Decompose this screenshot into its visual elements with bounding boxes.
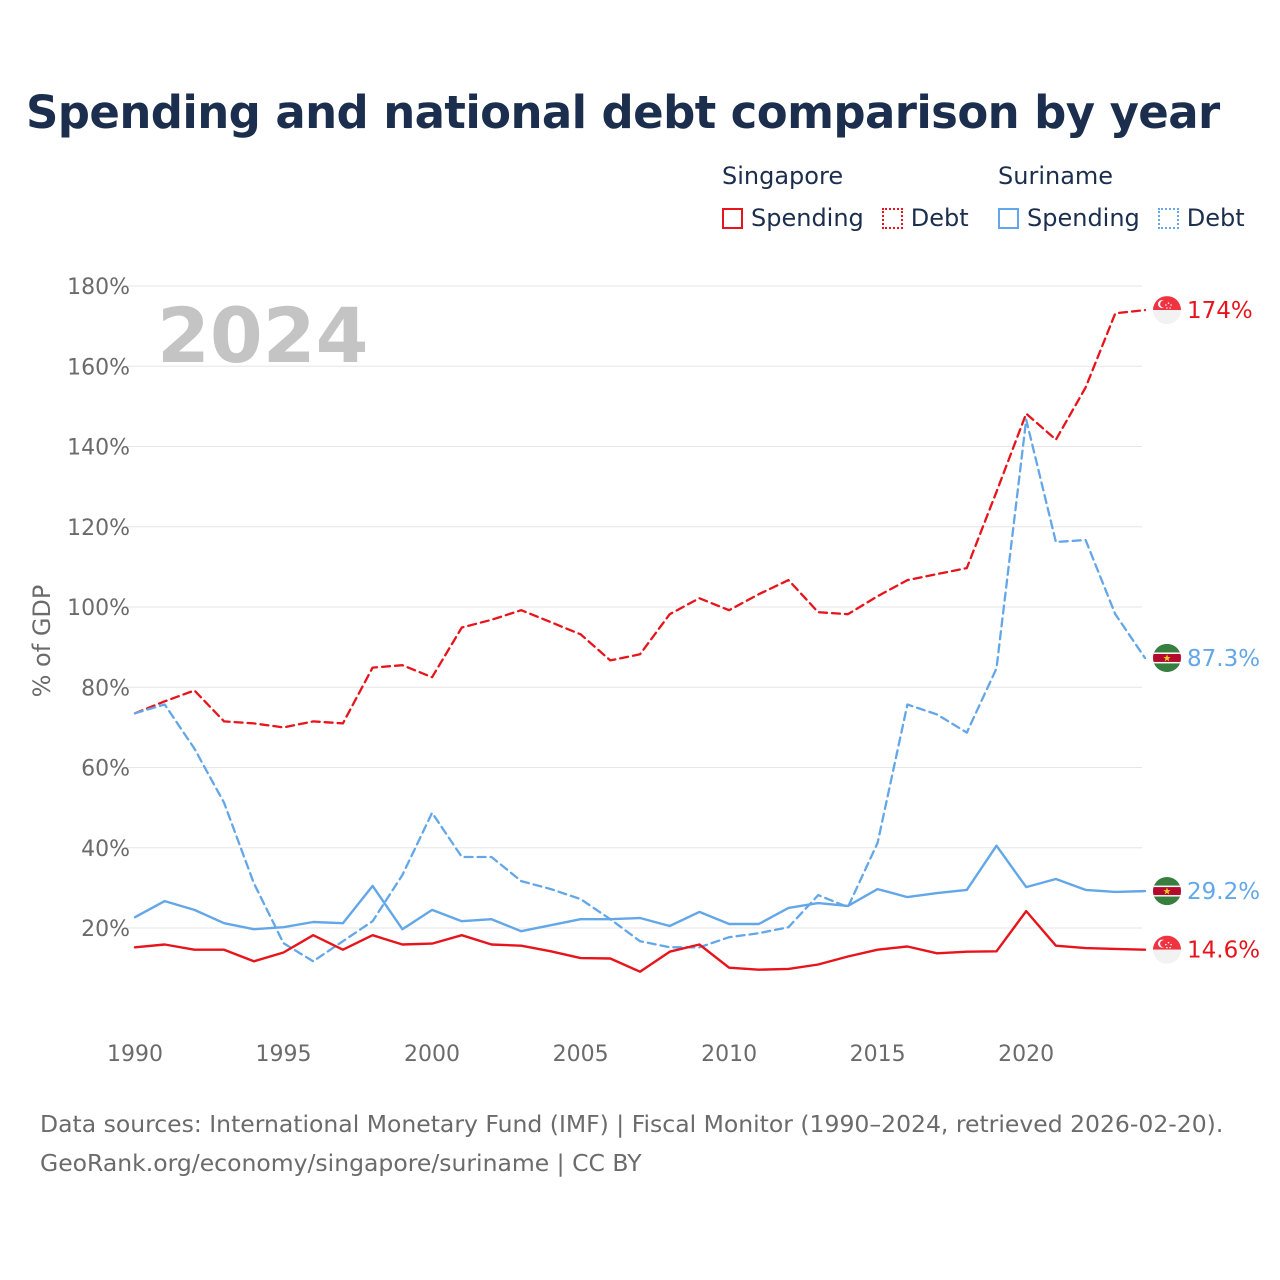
flag-green-top (1153, 643, 1181, 653)
flag-green-bottom (1153, 896, 1181, 906)
x-tick-label: 2005 (553, 1042, 609, 1067)
chart-title: Spending and national debt comparison by… (26, 86, 1220, 139)
legend-swatch-solid-blue (998, 207, 1019, 229)
singapore-spending-line (133, 909, 1147, 973)
flag-crescent-cut (1160, 940, 1168, 948)
legend-country-singapore: Singapore (722, 162, 844, 190)
suriname-flag-icon (1153, 643, 1181, 672)
flag-white-band (1153, 310, 1181, 325)
flag-star (1163, 654, 1171, 662)
y-tick-label: 140% (67, 436, 130, 461)
x-tick-label: 1990 (107, 1042, 163, 1067)
suriname-flag-icon (1153, 877, 1181, 906)
y-tick-label: 160% (67, 355, 130, 380)
footer-sources: Data sources: International Monetary Fun… (40, 1110, 1224, 1138)
line-chart: 2024 % of GDP 20% 40% 60% 80% 100% 120% 140% 16… (28, 275, 1260, 1067)
x-tick-label: 2000 (404, 1042, 460, 1067)
x-tick-label: 2020 (998, 1042, 1054, 1067)
flag-star (1166, 307, 1168, 309)
flag-star (1165, 304, 1167, 306)
year-overlay: 2024 (157, 291, 369, 380)
end-value-label: 87.3% (1187, 646, 1260, 672)
flag-star (1169, 946, 1171, 949)
suriname-spending-line (133, 844, 1147, 933)
flag-star (1170, 943, 1172, 946)
legend-suriname: Suriname Spending Debt (998, 162, 1263, 232)
singapore-flag-icon (1153, 935, 1181, 964)
flag-green-bottom (1153, 663, 1181, 672)
flag-green-top (1153, 877, 1181, 886)
legend-singapore-debt[interactable]: Debt (881, 204, 969, 232)
x-tick-label: 2010 (701, 1042, 757, 1067)
flag-clip (1153, 296, 1181, 325)
x-tick-label: 2015 (850, 1042, 906, 1067)
flag-star (1166, 946, 1168, 949)
legend-singapore: Singapore Spending Debt (722, 162, 987, 232)
legend-suriname-spending[interactable]: Spending (998, 204, 1140, 232)
x-tick-label: 1995 (256, 1042, 312, 1067)
end-value-label: 174% (1187, 298, 1253, 324)
legend-label: Debt (910, 204, 969, 232)
flag-white-band (1153, 949, 1181, 964)
y-tick-label: 180% (67, 275, 130, 300)
legend-swatch-dotted-red (881, 207, 903, 229)
legend-suriname-debt[interactable]: Debt (1157, 204, 1245, 232)
flag-clip (1153, 643, 1181, 672)
y-tick-label: 20% (81, 917, 130, 942)
suriname-debt-line (133, 418, 1147, 963)
legend-label: Spending (1027, 204, 1140, 232)
axes: 2024 % of GDP 20% 40% 60% 80% 100% 120% 140% 16… (28, 275, 1054, 1067)
legend-swatch-solid-red (722, 207, 743, 229)
legend-swatch-dotted-blue (1157, 207, 1179, 229)
gridlines (126, 285, 1142, 929)
legend-singapore-spending[interactable]: Spending (722, 204, 864, 232)
y-tick-label: 120% (67, 516, 130, 541)
y-tick-label: 40% (81, 837, 130, 862)
flag-star (1170, 304, 1172, 306)
legend-country-suriname: Suriname (998, 162, 1114, 190)
end-value-label: 29.2% (1187, 879, 1260, 905)
footer-attribution[interactable]: GeoRank.org/economy/singapore/suriname |… (40, 1149, 642, 1177)
singapore-flag-icon (1153, 296, 1181, 325)
flag-star (1167, 941, 1170, 944)
y-tick-label: 100% (67, 596, 130, 621)
legend-label: Spending (751, 204, 864, 232)
singapore-debt-line (133, 308, 1147, 729)
end-labels: 174% 87.3% 29.2% 14.6% (1153, 296, 1260, 964)
y-axis-label: % of GDP (28, 585, 56, 698)
flag-clip (1153, 877, 1181, 906)
flag-star (1165, 943, 1167, 946)
end-value-label: 14.6% (1187, 938, 1260, 964)
flag-star (1167, 302, 1170, 304)
flag-star (1163, 887, 1171, 895)
y-tick-label: 80% (81, 676, 130, 701)
flag-crescent-cut (1160, 300, 1168, 308)
series (133, 308, 1147, 973)
legend-label: Debt (1186, 204, 1245, 232)
y-tick-label: 60% (81, 757, 130, 782)
flag-star (1169, 307, 1171, 309)
flag-clip (1153, 935, 1181, 964)
footer: Data sources: International Monetary Fun… (40, 1105, 1223, 1183)
